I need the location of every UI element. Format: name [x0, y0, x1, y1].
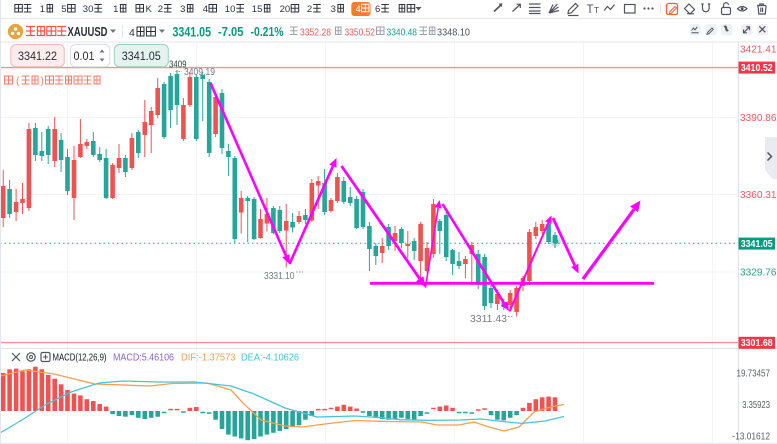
svg-text:3: 3 [180, 4, 185, 15]
svg-text:3331.10: 3331.10 [264, 271, 295, 282]
svg-text:20: 20 [280, 4, 291, 15]
svg-text:3350.52: 3350.52 [345, 27, 376, 39]
svg-text:T: T [594, 5, 599, 15]
svg-text:MACD(12,26,9): MACD(12,26,9) [53, 353, 107, 364]
svg-text:3410.52: 3410.52 [741, 63, 773, 74]
svg-text:T: T [587, 4, 594, 16]
svg-text:3.35923: 3.35923 [742, 400, 770, 411]
svg-text:4: 4 [356, 4, 361, 15]
svg-text:3409: 3409 [169, 60, 187, 71]
svg-text:DIF:-1.37573: DIF:-1.37573 [181, 353, 236, 364]
svg-text:3341.05: 3341.05 [122, 49, 161, 63]
svg-text:5: 5 [61, 4, 66, 15]
svg-text:3341.05: 3341.05 [173, 24, 212, 40]
svg-text:3340.48: 3340.48 [387, 27, 418, 39]
svg-text:4: 4 [203, 4, 208, 15]
svg-text:-7.05: -7.05 [218, 25, 244, 39]
svg-text:1: 1 [40, 4, 45, 15]
svg-text:DEA:-4.10626: DEA:-4.10626 [241, 353, 299, 364]
svg-text:1: 1 [113, 4, 118, 15]
svg-text:30: 30 [83, 4, 94, 15]
svg-text:3341.05: 3341.05 [741, 239, 773, 250]
svg-text:15: 15 [252, 4, 263, 15]
svg-text:3360.31: 3360.31 [740, 189, 777, 201]
svg-text:3421.41: 3421.41 [740, 44, 777, 56]
svg-text:3: 3 [331, 4, 336, 15]
svg-text:3352.28: 3352.28 [300, 27, 331, 39]
svg-text:-13.01612: -13.01612 [732, 432, 770, 443]
svg-text:3341.22: 3341.22 [18, 49, 57, 63]
svg-text:10: 10 [225, 4, 236, 15]
svg-text:(: ( [16, 76, 20, 87]
svg-text:XAUUSD: XAUUSD [68, 25, 108, 39]
svg-text:3409.19: 3409.19 [184, 67, 215, 78]
svg-text:3348.10: 3348.10 [437, 27, 470, 39]
svg-text:19.73457: 19.73457 [737, 369, 771, 380]
svg-text:-0.21%: -0.21% [251, 25, 284, 39]
svg-text:2: 2 [158, 4, 163, 15]
svg-text:MACD:5.46106: MACD:5.46106 [113, 353, 174, 364]
svg-text:6: 6 [375, 4, 380, 15]
svg-text:4: 4 [129, 27, 135, 39]
svg-text:K: K [146, 4, 153, 15]
svg-text:3301.68: 3301.68 [741, 338, 773, 349]
svg-text:0.01: 0.01 [74, 49, 95, 63]
svg-text:2: 2 [307, 4, 312, 15]
svg-text:3311.43: 3311.43 [470, 314, 507, 325]
svg-text:3390.86: 3390.86 [740, 112, 777, 124]
svg-text:3329.76: 3329.76 [740, 267, 777, 279]
svg-text:): ) [41, 76, 44, 87]
